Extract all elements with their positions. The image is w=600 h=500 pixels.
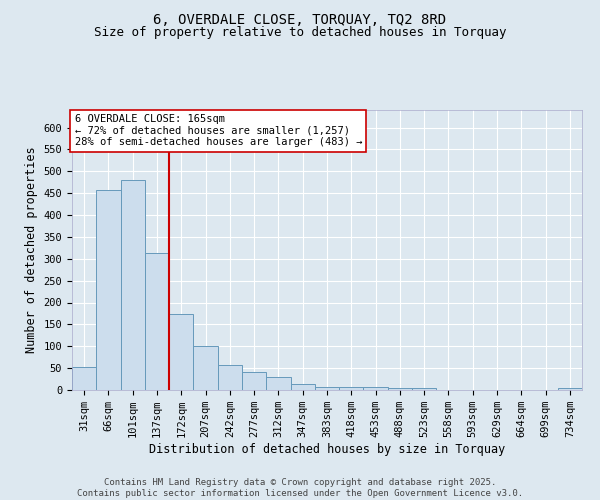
Bar: [558, 388, 582, 390]
Bar: [339, 388, 364, 390]
Bar: [193, 346, 218, 390]
Text: Size of property relative to detached houses in Torquay: Size of property relative to detached ho…: [94, 26, 506, 39]
Bar: [388, 388, 412, 390]
X-axis label: Distribution of detached houses by size in Torquay: Distribution of detached houses by size …: [149, 443, 505, 456]
Bar: [145, 253, 169, 390]
Bar: [72, 367, 96, 390]
Bar: [315, 386, 339, 390]
Bar: [412, 388, 436, 390]
Y-axis label: Number of detached properties: Number of detached properties: [25, 146, 38, 354]
Bar: [169, 314, 193, 390]
Text: Contains HM Land Registry data © Crown copyright and database right 2025.
Contai: Contains HM Land Registry data © Crown c…: [77, 478, 523, 498]
Bar: [121, 180, 145, 390]
Text: 6, OVERDALE CLOSE, TORQUAY, TQ2 8RD: 6, OVERDALE CLOSE, TORQUAY, TQ2 8RD: [154, 12, 446, 26]
Bar: [364, 388, 388, 390]
Bar: [96, 190, 121, 390]
Bar: [290, 384, 315, 390]
Bar: [218, 364, 242, 390]
Bar: [242, 372, 266, 390]
Bar: [266, 377, 290, 390]
Text: 6 OVERDALE CLOSE: 165sqm
← 72% of detached houses are smaller (1,257)
28% of sem: 6 OVERDALE CLOSE: 165sqm ← 72% of detach…: [74, 114, 362, 148]
